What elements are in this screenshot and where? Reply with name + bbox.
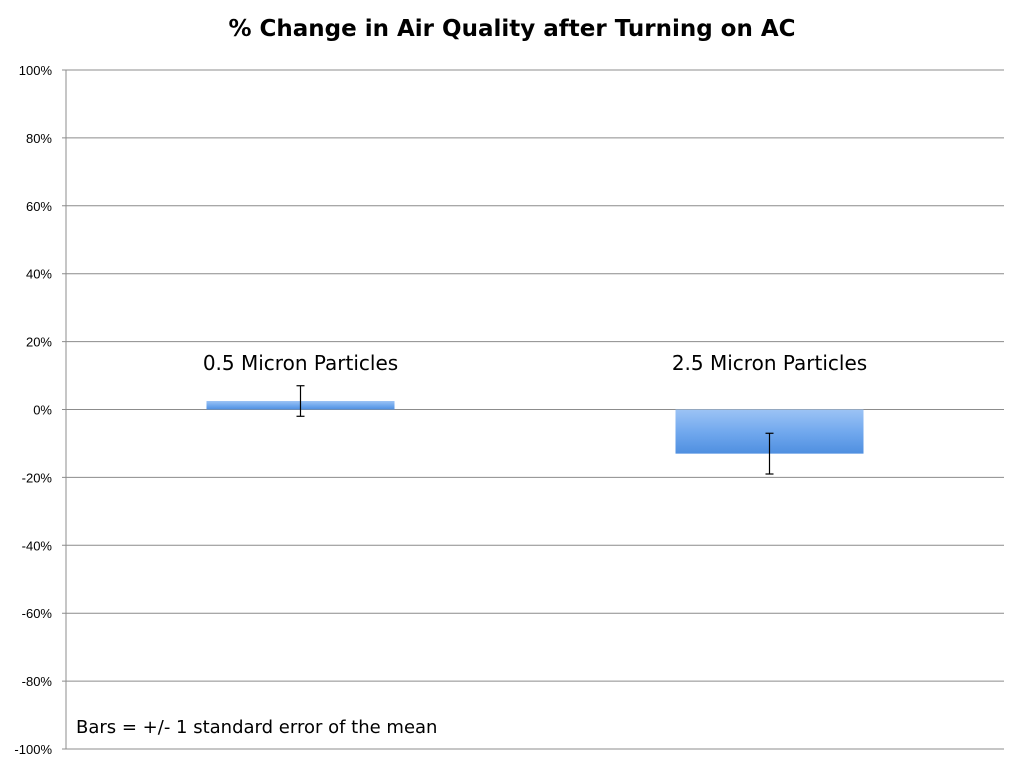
- y-tick-label: -100%: [14, 742, 52, 757]
- y-axis: 100% 80% 60% 40% 20% 0% -20% -40% -60% -80% -100%: [14, 63, 67, 757]
- error-bar-note: Bars = +/- 1 standard error of the mean: [76, 717, 437, 738]
- y-tick-label: 60%: [26, 199, 52, 214]
- y-tick-label: -80%: [22, 674, 53, 689]
- y-tick-label: 20%: [26, 335, 52, 350]
- category-label: 2.5 Micron Particles: [672, 351, 867, 375]
- y-tick-label: 80%: [26, 131, 52, 146]
- y-tick-label: -20%: [22, 470, 53, 485]
- y-tick-label: -40%: [22, 538, 53, 553]
- category-label: 0.5 Micron Particles: [203, 351, 398, 375]
- y-tick-label: 100%: [19, 63, 53, 78]
- y-tick-label: 40%: [26, 267, 52, 282]
- y-tick-label: 0%: [33, 403, 52, 418]
- category-labels: 0.5 Micron Particles 2.5 Micron Particles: [203, 351, 867, 375]
- y-tick-label: -60%: [22, 606, 53, 621]
- gridlines: [62, 69, 1004, 750]
- bars: [206, 385, 864, 475]
- chart-title: % Change in Air Quality after Turning on…: [228, 16, 796, 42]
